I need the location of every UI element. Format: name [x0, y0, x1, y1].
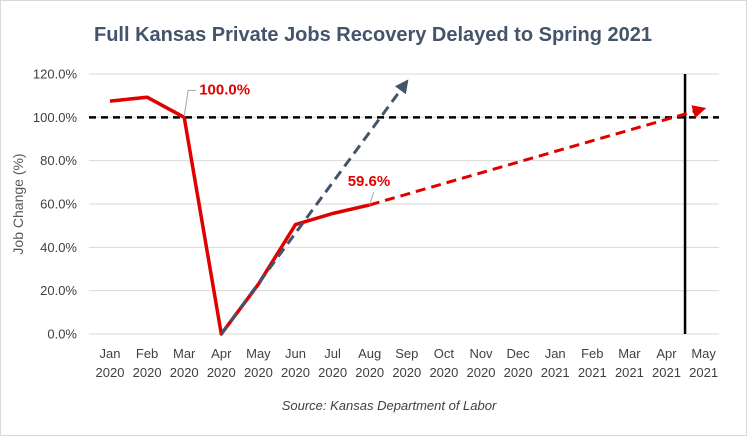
series-layer — [109, 79, 707, 336]
source-note: Source: Kansas Department of Labor — [282, 398, 497, 413]
x-tick-label: Jan 2021 — [541, 346, 570, 380]
y-axis-ticks: 0.0% 20.0% 40.0% 60.0% 80.0% 100.0% 120.0% — [33, 67, 78, 342]
x-tick-label: Apr 2020 — [207, 346, 236, 380]
x-tick-year: 2021 — [689, 365, 718, 380]
x-tick-month: Feb — [136, 346, 158, 361]
x-tick-label: May 2020 — [244, 346, 273, 380]
x-tick-label: Mar 2020 — [170, 346, 199, 380]
y-tick-label: 120.0% — [33, 67, 78, 82]
x-tick-month: Sep — [395, 346, 418, 361]
x-tick-month: Jan — [100, 346, 121, 361]
series-projection-current-pace — [369, 105, 707, 207]
x-tick-label: Oct 2020 — [429, 346, 458, 380]
x-tick-year: 2020 — [96, 365, 125, 380]
x-tick-month: Nov — [469, 346, 493, 361]
x-tick-year: 2020 — [244, 365, 273, 380]
x-tick-month: Feb — [581, 346, 603, 361]
series-projection-early-pace — [220, 79, 409, 335]
y-tick-label: 80.0% — [40, 153, 77, 168]
x-tick-year: 2020 — [392, 365, 421, 380]
x-tick-year: 2021 — [578, 365, 607, 380]
x-tick-label: Feb 2020 — [133, 346, 162, 380]
x-axis-ticks: Jan 2020 Feb 2020 Mar 2020 Apr 2020 May 2020 Jun 20… — [96, 346, 719, 380]
annotation-100pct: 100.0% — [199, 81, 250, 98]
x-tick-year: 2020 — [355, 365, 384, 380]
x-tick-month: Aug — [358, 346, 381, 361]
x-tick-label: Jan 2020 — [96, 346, 125, 380]
annotation-aug-value: 59.6% — [348, 173, 391, 190]
y-tick-label: 100.0% — [33, 110, 78, 125]
x-tick-label: Nov 2020 — [467, 346, 496, 380]
x-tick-year: 2020 — [504, 365, 533, 380]
x-tick-month: Mar — [618, 346, 641, 361]
x-tick-label: Jul 2020 — [318, 346, 347, 380]
y-tick-label: 20.0% — [40, 283, 77, 298]
chart-title: Full Kansas Private Jobs Recovery Delaye… — [94, 24, 652, 46]
y-tick-label: 60.0% — [40, 197, 77, 212]
annotation-leader — [183, 89, 197, 117]
x-tick-month: Oct — [434, 346, 455, 361]
x-tick-month: May — [691, 346, 716, 361]
x-tick-year: 2020 — [207, 365, 236, 380]
x-tick-label: Feb 2021 — [578, 346, 607, 380]
x-tick-label: Sep 2020 — [392, 346, 421, 380]
x-tick-month: Mar — [173, 346, 196, 361]
x-tick-month: Jun — [285, 346, 306, 361]
reference-lines — [89, 74, 719, 334]
annotations: 100.0% 59.6% — [183, 81, 391, 206]
x-tick-year: 2021 — [541, 365, 570, 380]
x-tick-month: Apr — [656, 346, 677, 361]
y-axis-label: Job Change (%) — [10, 153, 26, 254]
gridlines — [89, 73, 719, 335]
x-tick-label: Aug 2020 — [355, 346, 384, 380]
x-tick-year: 2020 — [429, 365, 458, 380]
x-tick-year: 2020 — [281, 365, 310, 380]
x-tick-month: May — [246, 346, 271, 361]
annotation-leader — [369, 191, 375, 206]
x-tick-year: 2021 — [652, 365, 681, 380]
x-tick-label: Jun 2020 — [281, 346, 310, 380]
y-tick-label: 0.0% — [47, 327, 77, 342]
x-tick-label: Mar 2021 — [615, 346, 644, 380]
x-tick-year: 2021 — [615, 365, 644, 380]
x-tick-year: 2020 — [170, 365, 199, 380]
y-tick-label: 40.0% — [40, 240, 77, 255]
x-tick-label: Apr 2021 — [652, 346, 681, 380]
x-tick-year: 2020 — [133, 365, 162, 380]
x-tick-year: 2020 — [318, 365, 347, 380]
x-tick-month: Apr — [211, 346, 232, 361]
series-actual-jobs — [109, 95, 371, 336]
x-tick-year: 2020 — [467, 365, 496, 380]
x-tick-month: Jan — [545, 346, 566, 361]
x-tick-month: Jul — [324, 346, 341, 361]
x-tick-label: May 2021 — [689, 346, 718, 380]
x-tick-label: Dec 2020 — [504, 346, 533, 380]
x-tick-month: Dec — [507, 346, 531, 361]
